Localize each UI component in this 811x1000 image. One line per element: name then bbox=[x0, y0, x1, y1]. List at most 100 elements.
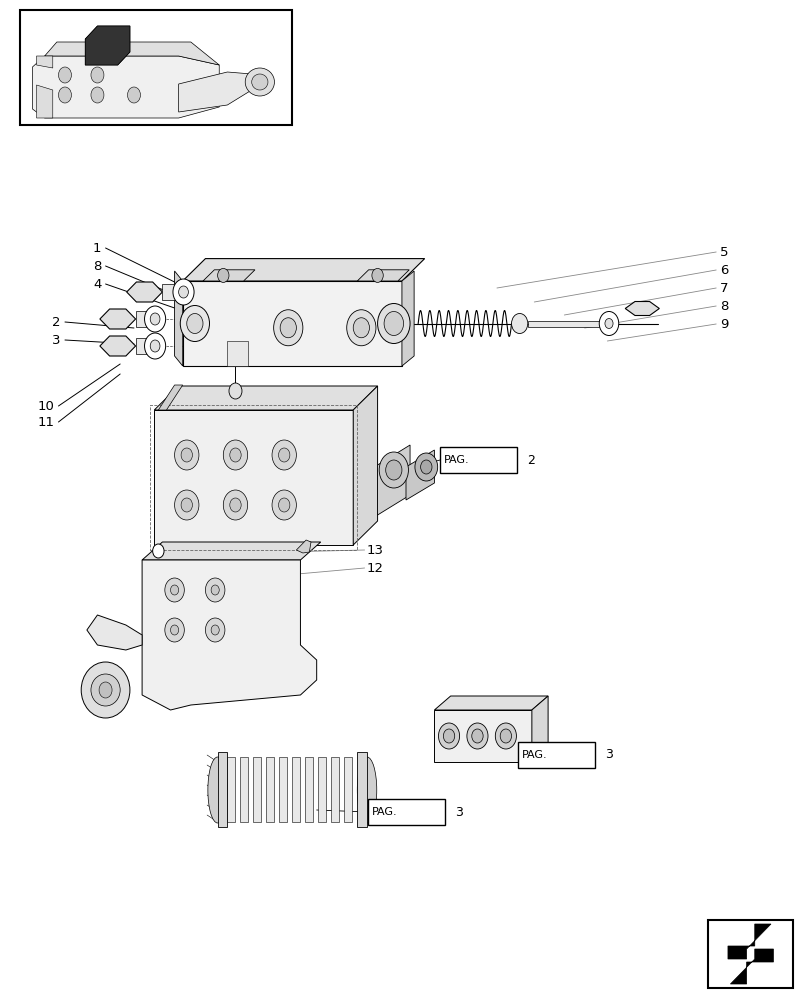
Ellipse shape bbox=[346, 310, 375, 346]
Circle shape bbox=[217, 268, 229, 282]
Ellipse shape bbox=[357, 757, 376, 823]
Circle shape bbox=[223, 490, 247, 520]
Polygon shape bbox=[727, 924, 770, 959]
Bar bbox=[707, 920, 792, 988]
Text: 4: 4 bbox=[93, 277, 101, 290]
Ellipse shape bbox=[251, 74, 268, 90]
Ellipse shape bbox=[180, 306, 209, 342]
Polygon shape bbox=[377, 445, 410, 515]
Polygon shape bbox=[296, 540, 311, 553]
Polygon shape bbox=[357, 270, 409, 281]
Bar bbox=[517, 742, 594, 768]
Circle shape bbox=[272, 490, 296, 520]
Bar bbox=[135, 311, 150, 327]
Bar bbox=[440, 447, 517, 473]
Ellipse shape bbox=[385, 460, 401, 480]
Circle shape bbox=[174, 440, 199, 470]
Polygon shape bbox=[142, 560, 316, 710]
Polygon shape bbox=[182, 259, 424, 281]
Ellipse shape bbox=[471, 729, 483, 743]
Polygon shape bbox=[142, 542, 320, 560]
Polygon shape bbox=[203, 270, 255, 281]
Text: 2: 2 bbox=[53, 316, 61, 328]
Ellipse shape bbox=[466, 723, 487, 749]
Text: 8: 8 bbox=[93, 259, 101, 272]
Circle shape bbox=[144, 333, 165, 359]
Text: PAG.: PAG. bbox=[371, 807, 397, 817]
Polygon shape bbox=[624, 302, 659, 316]
Circle shape bbox=[127, 87, 140, 103]
Polygon shape bbox=[357, 752, 367, 827]
Polygon shape bbox=[154, 386, 377, 410]
Ellipse shape bbox=[208, 757, 227, 823]
Circle shape bbox=[230, 498, 241, 512]
Ellipse shape bbox=[99, 682, 112, 698]
Text: 1: 1 bbox=[93, 241, 101, 254]
Circle shape bbox=[211, 625, 219, 635]
Polygon shape bbox=[100, 336, 135, 356]
Circle shape bbox=[223, 440, 247, 470]
Circle shape bbox=[152, 544, 164, 558]
Polygon shape bbox=[434, 696, 547, 710]
Text: 8: 8 bbox=[719, 300, 727, 312]
Polygon shape bbox=[85, 26, 130, 65]
Circle shape bbox=[178, 286, 188, 298]
Ellipse shape bbox=[245, 68, 274, 96]
Polygon shape bbox=[318, 757, 326, 822]
Text: PAG.: PAG. bbox=[444, 455, 470, 465]
Bar bbox=[135, 338, 150, 354]
Bar bbox=[150, 405, 357, 550]
Bar bbox=[20, 10, 292, 125]
Text: 6: 6 bbox=[719, 263, 727, 276]
Circle shape bbox=[205, 578, 225, 602]
Text: 5: 5 bbox=[719, 245, 727, 258]
Ellipse shape bbox=[414, 453, 437, 481]
Circle shape bbox=[150, 340, 160, 352]
Ellipse shape bbox=[379, 452, 408, 488]
Ellipse shape bbox=[187, 314, 203, 334]
Polygon shape bbox=[344, 757, 352, 822]
Polygon shape bbox=[227, 757, 235, 822]
Circle shape bbox=[272, 440, 296, 470]
Bar bbox=[162, 284, 178, 300]
Circle shape bbox=[165, 618, 184, 642]
Ellipse shape bbox=[377, 304, 410, 344]
Polygon shape bbox=[531, 696, 547, 762]
Polygon shape bbox=[401, 271, 414, 366]
Text: 3: 3 bbox=[454, 806, 462, 818]
Text: 2: 2 bbox=[526, 454, 534, 466]
Circle shape bbox=[144, 306, 165, 332]
Ellipse shape bbox=[438, 723, 459, 749]
Circle shape bbox=[278, 448, 290, 462]
Circle shape bbox=[371, 268, 383, 282]
Polygon shape bbox=[253, 757, 261, 822]
Text: 9: 9 bbox=[719, 318, 727, 330]
Circle shape bbox=[91, 67, 104, 83]
Ellipse shape bbox=[273, 310, 303, 346]
Polygon shape bbox=[434, 710, 531, 762]
Polygon shape bbox=[227, 341, 247, 366]
Circle shape bbox=[604, 318, 612, 328]
Polygon shape bbox=[217, 752, 227, 827]
Polygon shape bbox=[353, 386, 377, 545]
Polygon shape bbox=[100, 309, 135, 329]
Polygon shape bbox=[331, 757, 339, 822]
Circle shape bbox=[599, 312, 618, 336]
Polygon shape bbox=[158, 385, 182, 410]
Ellipse shape bbox=[353, 318, 369, 338]
Polygon shape bbox=[32, 56, 219, 118]
Ellipse shape bbox=[500, 729, 511, 743]
Circle shape bbox=[278, 498, 290, 512]
Polygon shape bbox=[292, 757, 300, 822]
Polygon shape bbox=[36, 56, 53, 68]
Circle shape bbox=[173, 279, 194, 305]
Polygon shape bbox=[406, 450, 434, 500]
Ellipse shape bbox=[280, 318, 296, 338]
Polygon shape bbox=[178, 72, 251, 112]
Polygon shape bbox=[182, 281, 401, 366]
Circle shape bbox=[229, 383, 242, 399]
Polygon shape bbox=[174, 271, 182, 366]
Text: 7: 7 bbox=[719, 282, 727, 294]
Text: 10: 10 bbox=[37, 399, 54, 412]
Polygon shape bbox=[729, 949, 772, 984]
